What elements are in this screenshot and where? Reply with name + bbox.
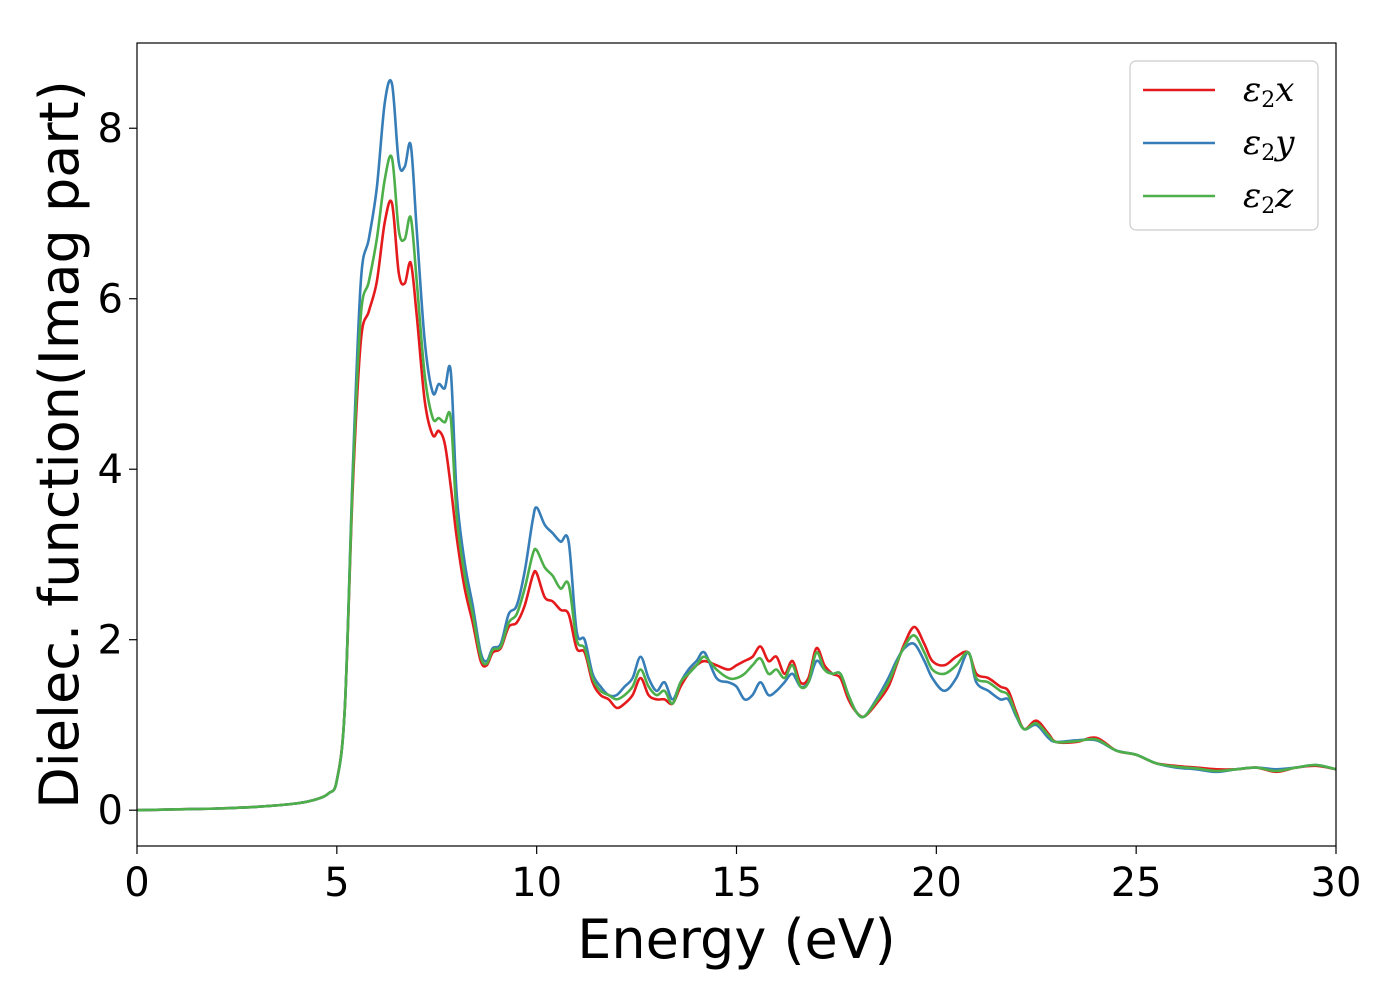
legend-item-z: ε2z <box>1143 176 1294 219</box>
y-tick-label: 2 <box>98 618 123 664</box>
x-tick-label: 10 <box>511 860 562 906</box>
series-line-z <box>137 154 1336 812</box>
legend-item-x: ε2x <box>1143 70 1294 113</box>
y-tick-label: 4 <box>98 447 123 493</box>
y-tick-label: 6 <box>98 277 123 323</box>
y-axis-label: Dielec. function(Imag part) <box>28 80 91 809</box>
x-tick-label: 5 <box>324 860 349 906</box>
y-axis: 0 2 4 6 8 <box>98 106 137 834</box>
legend-box <box>1129 60 1319 231</box>
x-axis: 0 5 10 15 20 25 30 <box>124 846 1361 906</box>
legend: ε2x ε2y ε2z <box>1129 60 1319 231</box>
y-tick-label: 0 <box>98 788 123 834</box>
legend-item-y: ε2y <box>1143 123 1295 166</box>
x-tick-label: 0 <box>124 860 149 906</box>
legend-label: ε2z <box>1243 176 1294 219</box>
legend-label: ε2y <box>1243 123 1295 166</box>
y-tick-label: 8 <box>98 106 123 152</box>
x-tick-label: 25 <box>1111 860 1162 906</box>
x-tick-label: 30 <box>1311 860 1362 906</box>
series-group <box>137 78 1336 812</box>
x-tick-label: 15 <box>711 860 762 906</box>
legend-label: ε2x <box>1243 70 1294 113</box>
x-tick-label: 20 <box>911 860 962 906</box>
x-axis-label: Energy (eV) <box>577 908 896 971</box>
